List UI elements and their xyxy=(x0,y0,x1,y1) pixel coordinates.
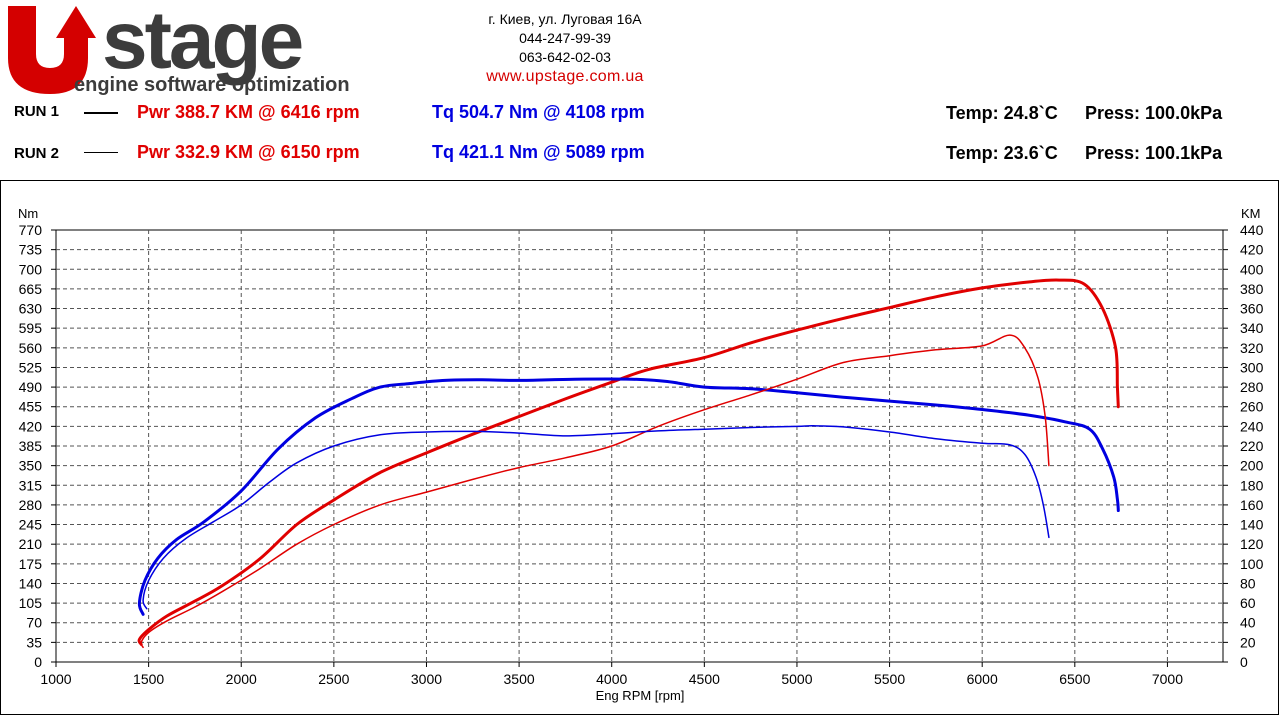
run1-torque: Tq 504.7 Nm @ 4108 rpm xyxy=(432,102,645,122)
contact-block: г. Киев, ул. Луговая 16А 044-247-99-39 0… xyxy=(440,10,690,86)
y-left-tick-label: 0 xyxy=(34,654,42,670)
y-right-tick-label: 160 xyxy=(1240,497,1264,513)
y-right-tick-label: 220 xyxy=(1240,438,1264,454)
y-left-tick-label: 315 xyxy=(19,477,43,493)
y-left-tick-label: 140 xyxy=(19,575,43,591)
y-right-tick-label: 320 xyxy=(1240,340,1264,356)
x-tick-label: 5000 xyxy=(781,671,812,687)
y-right-tick-label: 340 xyxy=(1240,320,1264,336)
y-right-tick-label: 360 xyxy=(1240,301,1264,317)
y-left-tick-label: 525 xyxy=(19,359,43,375)
x-tick-label: 6000 xyxy=(967,671,998,687)
y-left-tick-label: 560 xyxy=(19,340,43,356)
y-left-tick-label: 210 xyxy=(19,536,43,552)
run1-label: RUN 1 xyxy=(14,103,60,120)
x-tick-label: 4000 xyxy=(596,671,627,687)
run2-label: RUN 2 xyxy=(14,145,60,162)
y-left-tick-label: 665 xyxy=(19,281,43,297)
y-right-tick-label: 280 xyxy=(1240,379,1264,395)
y-left-tick-label: 385 xyxy=(19,438,43,454)
y-right-tick-label: 200 xyxy=(1240,458,1264,474)
x-tick-label: 5500 xyxy=(874,671,905,687)
y-left-tick-label: 420 xyxy=(19,418,43,434)
power-curve-run2 xyxy=(140,334,1050,649)
y-right-tick-label: 440 xyxy=(1240,222,1264,238)
y-left-tick-label: 630 xyxy=(19,301,43,317)
y-right-tick-label: 420 xyxy=(1240,242,1264,258)
y-right-tick-label: 40 xyxy=(1240,615,1256,631)
address-text: г. Киев, ул. Луговая 16А xyxy=(488,11,642,27)
torque-curve-run1 xyxy=(137,377,1120,616)
y-right-tick-label: 260 xyxy=(1240,399,1264,415)
x-tick-label: 6500 xyxy=(1059,671,1090,687)
y-left-tick-label: 35 xyxy=(26,634,42,650)
y-right-tick-label: 60 xyxy=(1240,595,1256,611)
y-right-tick-label: 400 xyxy=(1240,261,1264,277)
y-right-tick-label: 100 xyxy=(1240,556,1264,572)
x-tick-label: 1500 xyxy=(133,671,164,687)
run2-line-sample xyxy=(84,152,118,153)
y-right-tick-label: 180 xyxy=(1240,477,1264,493)
y-right-tick-label: 300 xyxy=(1240,359,1264,375)
phone-1: 044-247-99-39 xyxy=(519,30,611,46)
y-left-tick-label: 245 xyxy=(19,517,43,533)
run2-temp: Temp: 23.6`C xyxy=(946,143,1058,163)
y-left-tick-label: 350 xyxy=(19,458,43,474)
dyno-chart-frame xyxy=(0,180,1279,715)
x-tick-label: 1000 xyxy=(40,671,71,687)
run1-press: Press: 100.0kPa xyxy=(1085,103,1223,123)
right-axis-label: KM xyxy=(1241,206,1261,221)
y-right-tick-label: 140 xyxy=(1240,517,1264,533)
upstage-logo-graphic: stage engine software optimization xyxy=(8,0,350,96)
y-right-tick-label: 20 xyxy=(1240,634,1256,650)
x-tick-label: 3000 xyxy=(411,671,442,687)
y-right-tick-label: 380 xyxy=(1240,281,1264,297)
y-left-tick-label: 700 xyxy=(19,261,43,277)
torque-curve-run2 xyxy=(142,425,1050,610)
y-right-tick-label: 240 xyxy=(1240,418,1264,434)
y-right-tick-label: 0 xyxy=(1240,654,1248,670)
y-left-tick-label: 735 xyxy=(19,242,43,258)
y-left-tick-label: 455 xyxy=(19,399,43,415)
run2-power: Pwr 332.9 KM @ 6150 rpm xyxy=(137,142,360,162)
phone-2: 063-642-02-03 xyxy=(519,49,611,65)
upstage-logo: stage engine software optimization xyxy=(6,0,406,97)
y-right-tick-label: 120 xyxy=(1240,536,1264,552)
logo-wordmark: stage xyxy=(102,2,302,86)
x-tick-label: 2500 xyxy=(318,671,349,687)
y-left-tick-label: 280 xyxy=(19,497,43,513)
y-right-tick-label: 80 xyxy=(1240,575,1256,591)
website-link[interactable]: www.upstage.com.ua xyxy=(486,68,644,85)
run1-temp: Temp: 24.8`C xyxy=(946,103,1058,123)
x-tick-label: 3500 xyxy=(504,671,535,687)
y-left-tick-label: 105 xyxy=(19,595,43,611)
logo-tagline: engine software optimization xyxy=(74,74,350,96)
y-left-tick-label: 175 xyxy=(19,556,43,572)
run1-line-sample xyxy=(84,112,118,114)
x-tick-label: 7000 xyxy=(1152,671,1183,687)
x-tick-label: 4500 xyxy=(689,671,720,687)
y-left-tick-label: 770 xyxy=(19,222,43,238)
run2-press: Press: 100.1kPa xyxy=(1085,143,1223,163)
y-left-tick-label: 595 xyxy=(19,320,43,336)
x-axis-label: Eng RPM [rpm] xyxy=(596,688,685,703)
left-axis-label: Nm xyxy=(18,206,38,221)
y-left-tick-label: 490 xyxy=(19,379,43,395)
power-curve-run1 xyxy=(137,278,1120,646)
x-tick-label: 2000 xyxy=(226,671,257,687)
y-left-tick-label: 70 xyxy=(26,615,42,631)
run1-power: Pwr 388.7 KM @ 6416 rpm xyxy=(137,102,360,122)
run2-torque: Tq 421.1 Nm @ 5089 rpm xyxy=(432,142,645,162)
